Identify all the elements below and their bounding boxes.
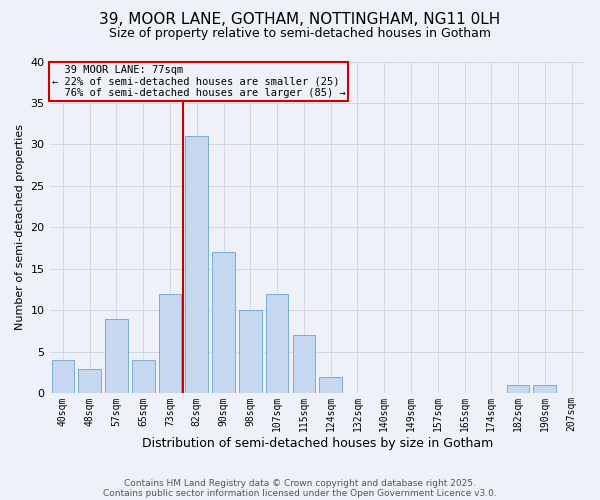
Bar bbox=[132, 360, 155, 394]
Bar bbox=[533, 385, 556, 394]
Bar bbox=[105, 318, 128, 394]
Bar bbox=[212, 252, 235, 394]
Bar bbox=[239, 310, 262, 394]
Bar bbox=[266, 294, 289, 394]
X-axis label: Distribution of semi-detached houses by size in Gotham: Distribution of semi-detached houses by … bbox=[142, 437, 493, 450]
Text: Size of property relative to semi-detached houses in Gotham: Size of property relative to semi-detach… bbox=[109, 28, 491, 40]
Text: 39 MOOR LANE: 77sqm
← 22% of semi-detached houses are smaller (25)
  76% of semi: 39 MOOR LANE: 77sqm ← 22% of semi-detach… bbox=[52, 65, 346, 98]
Y-axis label: Number of semi-detached properties: Number of semi-detached properties bbox=[15, 124, 25, 330]
Bar bbox=[79, 368, 101, 394]
Text: Contains public sector information licensed under the Open Government Licence v3: Contains public sector information licen… bbox=[103, 488, 497, 498]
Bar bbox=[319, 377, 342, 394]
Bar bbox=[293, 336, 315, 394]
Text: 39, MOOR LANE, GOTHAM, NOTTINGHAM, NG11 0LH: 39, MOOR LANE, GOTHAM, NOTTINGHAM, NG11 … bbox=[100, 12, 500, 28]
Bar bbox=[52, 360, 74, 394]
Text: Contains HM Land Registry data © Crown copyright and database right 2025.: Contains HM Land Registry data © Crown c… bbox=[124, 478, 476, 488]
Bar bbox=[185, 136, 208, 394]
Bar bbox=[506, 385, 529, 394]
Bar bbox=[158, 294, 181, 394]
